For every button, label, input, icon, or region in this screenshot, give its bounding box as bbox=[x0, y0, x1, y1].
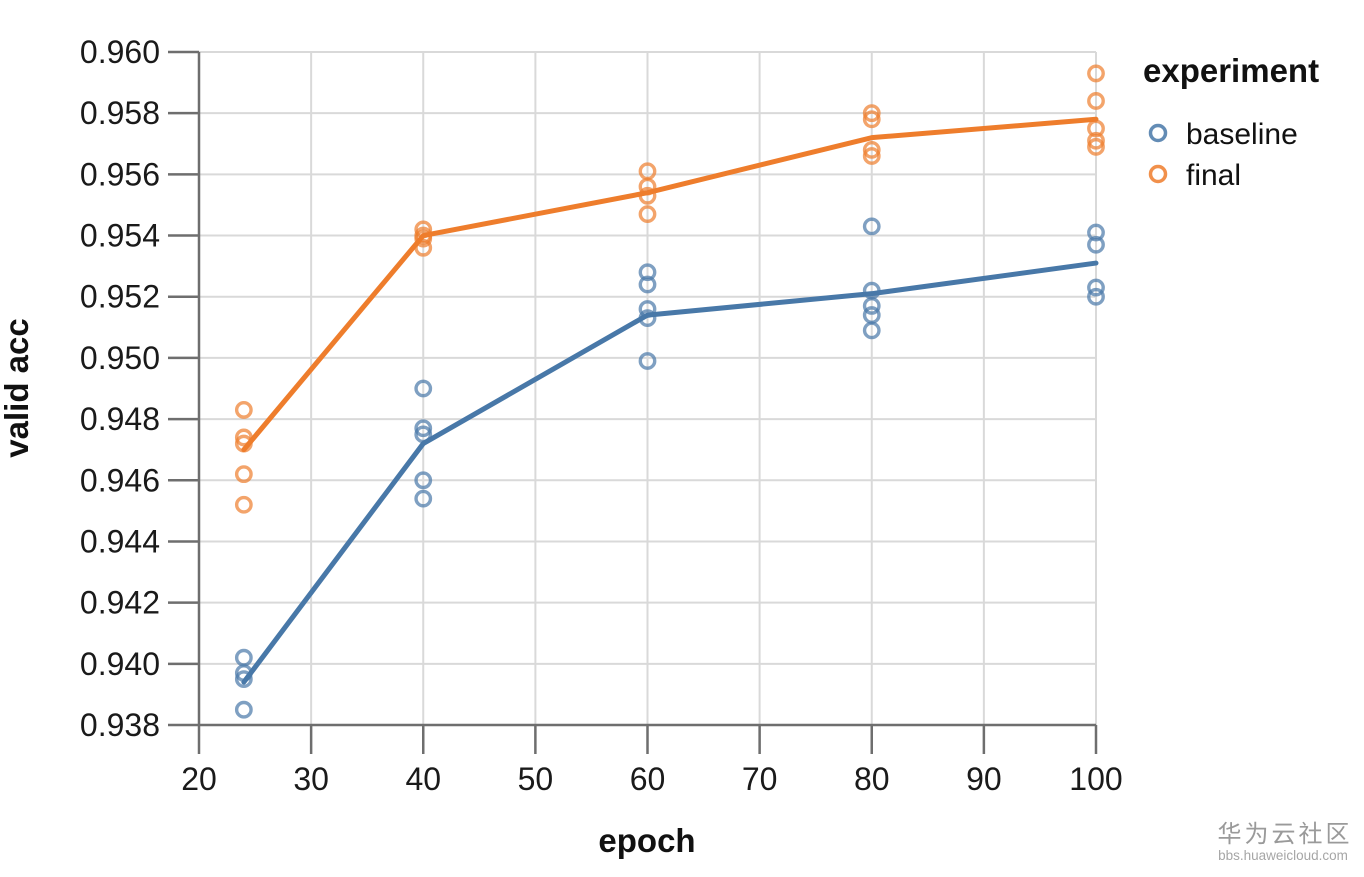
y-tick-label: 0.942 bbox=[80, 585, 160, 621]
legend-swatch-baseline bbox=[1148, 123, 1168, 143]
y-tick-label: 0.956 bbox=[80, 156, 160, 192]
data-point-final bbox=[862, 147, 881, 165]
data-point-final bbox=[862, 110, 881, 129]
watermark-title: 华为云社区 bbox=[1218, 821, 1353, 848]
data-point-final bbox=[1087, 137, 1105, 156]
x-tick-label: 80 bbox=[854, 761, 890, 797]
watermark: 华为云社区 bbs.huaweicloud.com bbox=[1218, 821, 1353, 863]
data-point-final bbox=[638, 177, 657, 196]
x-tick-label: 90 bbox=[966, 761, 1002, 797]
data-point-baseline bbox=[1087, 235, 1105, 254]
x-tick-label: 20 bbox=[181, 761, 217, 797]
data-point-baseline bbox=[638, 275, 657, 294]
data-point-final bbox=[414, 229, 433, 248]
legend-label-baseline: baseline bbox=[1186, 118, 1298, 151]
y-tick-label: 0.940 bbox=[80, 646, 160, 682]
x-tick-label: 40 bbox=[405, 761, 441, 797]
data-point-baseline bbox=[638, 309, 657, 328]
series-final bbox=[234, 64, 1105, 514]
trend-line-baseline bbox=[241, 260, 1099, 685]
x-tick-label: 50 bbox=[518, 761, 554, 797]
y-tick-label: 0.952 bbox=[80, 279, 160, 315]
data-point-final bbox=[638, 186, 657, 205]
data-series bbox=[234, 64, 1105, 719]
axes: 0.938 0.940 0.942 0.944 0.946 0.948 0.950 0.952… bbox=[80, 34, 1123, 797]
data-point-final bbox=[1087, 64, 1105, 83]
data-point-baseline bbox=[414, 379, 433, 398]
data-point-baseline bbox=[1087, 278, 1105, 297]
data-point-baseline bbox=[638, 263, 657, 282]
data-point-baseline bbox=[638, 300, 657, 318]
data-point-baseline bbox=[414, 419, 433, 438]
data-point-baseline bbox=[414, 425, 433, 444]
data-point-baseline bbox=[862, 297, 881, 315]
data-point-final bbox=[1087, 119, 1105, 138]
data-point-baseline bbox=[234, 664, 253, 682]
y-tick-label: 0.944 bbox=[80, 523, 160, 559]
data-point-final bbox=[862, 140, 881, 159]
data-point-baseline bbox=[862, 217, 881, 236]
legend-title: experiment bbox=[1143, 52, 1319, 89]
y-tick-label: 0.960 bbox=[80, 34, 160, 70]
data-point-final bbox=[638, 205, 657, 224]
trend-line-final bbox=[241, 116, 1099, 453]
data-point-final bbox=[234, 495, 253, 514]
y-axis-title: valid acc bbox=[0, 318, 35, 457]
x-tick-label: 60 bbox=[630, 761, 666, 797]
data-point-baseline bbox=[638, 352, 657, 370]
data-point-final bbox=[414, 238, 433, 257]
data-point-final bbox=[414, 220, 433, 239]
y-tick-label: 0.958 bbox=[80, 95, 160, 131]
data-point-final bbox=[862, 104, 881, 123]
y-tick-label: 0.954 bbox=[80, 218, 160, 254]
data-point-final bbox=[234, 465, 253, 484]
y-tick-label: 0.950 bbox=[80, 340, 160, 376]
series-baseline bbox=[234, 217, 1105, 719]
x-tick-label: 100 bbox=[1069, 761, 1122, 797]
data-point-baseline bbox=[862, 321, 881, 340]
x-tick-label: 30 bbox=[293, 761, 329, 797]
data-point-final bbox=[1087, 92, 1105, 110]
data-point-baseline bbox=[234, 670, 253, 689]
data-point-baseline bbox=[414, 471, 433, 490]
data-point-final bbox=[234, 428, 253, 447]
data-point-baseline bbox=[1087, 287, 1105, 306]
watermark-subtitle: bbs.huaweicloud.com bbox=[1218, 848, 1348, 863]
legend-label-final: final bbox=[1186, 159, 1241, 192]
data-point-final bbox=[234, 434, 253, 453]
y-tick-label: 0.938 bbox=[80, 707, 160, 743]
y-tick-label: 0.946 bbox=[80, 462, 160, 498]
data-point-baseline bbox=[1087, 223, 1105, 242]
data-point-final bbox=[1087, 131, 1105, 150]
x-tick-label: 70 bbox=[742, 761, 778, 797]
data-point-baseline bbox=[234, 648, 253, 667]
x-axis-title: epoch bbox=[598, 822, 695, 859]
data-point-final bbox=[234, 401, 253, 419]
data-point-baseline bbox=[414, 489, 433, 508]
y-tick-label: 0.948 bbox=[80, 401, 160, 437]
gridlines bbox=[198, 51, 1097, 726]
legend-swatch-final bbox=[1148, 164, 1168, 184]
data-point-baseline bbox=[234, 700, 253, 719]
legend: experiment baseline final bbox=[1143, 52, 1319, 192]
